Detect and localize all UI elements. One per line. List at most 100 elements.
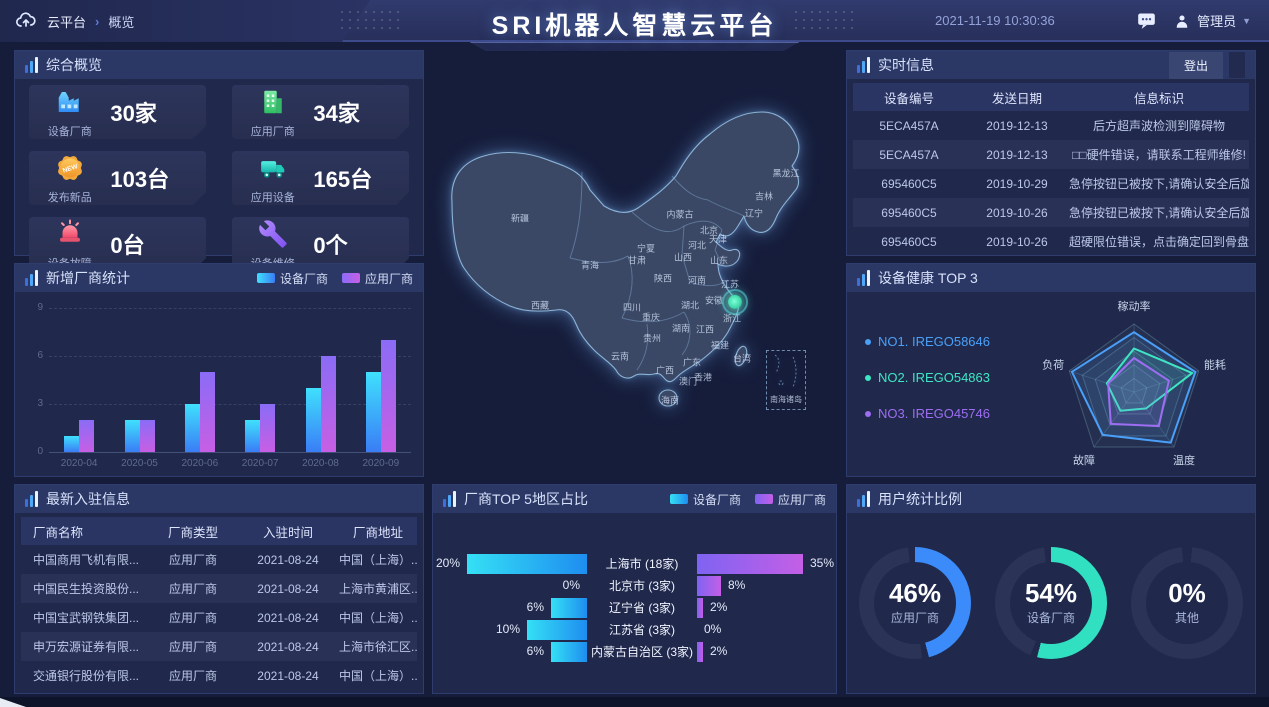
page-title: SRI机器人智慧云平台 — [491, 12, 778, 40]
table-cell: 应用厂商 — [168, 669, 217, 683]
user-name: 管理员 — [1197, 14, 1237, 29]
bar-应用厂商-2020-05 — [139, 420, 155, 452]
table-cell: 2019-10-26 — [986, 234, 1048, 249]
legend-item-应用厂商[interactable]: 应用厂商 — [341, 270, 413, 287]
table-cell: 695460C5 — [881, 205, 937, 220]
tornado-row: 20% 上海市 (18家) 35% — [433, 553, 836, 574]
stat-cards: 设备厂商30家应用厂商34家NEW发布新品103台应用设备165台设备故障0台设… — [29, 85, 409, 247]
panel-title-icon — [25, 491, 38, 507]
donut-label: 其他 — [1174, 611, 1199, 626]
panel-title-icon — [857, 57, 870, 73]
panel-device-health: 设备健康 TOP 3 NO1. IREGO58646 NO2. IREGO5486… — [846, 263, 1256, 477]
table-cell: 中国（上海）... — [339, 611, 417, 625]
table-row: 中国宝武钢铁集团... 应用厂商 2021-08-24 中国（上海）... — [21, 603, 417, 632]
category-label: 北京市 (3家) — [608, 579, 675, 593]
table-row: 交通银行股份有限... 应用厂商 2021-08-24 中国（上海）... — [21, 661, 417, 690]
radar-legend-label: NO2. IREGO54863 — [878, 370, 990, 385]
bar-设备厂商-2020-04 — [64, 436, 80, 452]
y-axis-tick: 9 — [37, 302, 43, 313]
radar-legend-item[interactable]: NO1. IREGO58646 — [865, 334, 990, 349]
svg-text:能耗: 能耗 — [1204, 358, 1226, 372]
bar-value-label: 8% — [728, 577, 746, 592]
table-cell: 2021-08-24 — [257, 581, 319, 596]
bar-value-label: 0% — [562, 577, 580, 592]
breadcrumb-current[interactable]: 概览 — [108, 14, 135, 30]
bar-应用厂商-2020-08 — [320, 356, 336, 452]
user-menu[interactable]: 管理员 ▼ — [1173, 11, 1251, 30]
column-header: 入驻时间 — [262, 525, 313, 540]
breadcrumb: 云平台 › 概览 — [0, 0, 370, 42]
panel-title: 厂商TOP 5地区占比 — [464, 491, 588, 507]
table-cell: 上海市黄浦区... — [339, 582, 417, 596]
legend-swatch-icon — [256, 273, 275, 283]
user-icon — [1176, 14, 1188, 28]
category-label: 内蒙古自治区 (3家) — [590, 645, 693, 659]
bar-value-label: 2% — [710, 643, 728, 658]
china-map[interactable]: 新疆 西藏 青海 甘肃 宁夏 陕西 四川 重庆 云南 贵州 广西 广东 香港 澳门 海南 湖南 湖北 河南 山西 河北… — [432, 50, 837, 480]
panel-realtime-info: 实时信息 登出 设备编号 发送日期 信息标识 5ECA457A 2019-12-13 后方… — [846, 50, 1256, 256]
stat-card-value: 165台 — [313, 167, 373, 192]
table-cell: 5ECA457A — [879, 118, 939, 133]
chevron-down-icon: ▼ — [1242, 15, 1251, 26]
column-header: 发送日期 — [991, 91, 1042, 106]
building-icon — [258, 87, 288, 122]
legend-label: 应用厂商 — [364, 271, 413, 286]
message-icon[interactable] — [1136, 10, 1157, 31]
radar-legend-item[interactable]: NO3. IREGO45746 — [865, 406, 990, 421]
bar-应用厂商-2020-07 — [260, 404, 276, 452]
panel-title-icon — [857, 491, 870, 507]
panel-title-icon — [25, 270, 38, 286]
panel-vendor-chart: 新增厂商统计 设备厂商 应用厂商 0 3 6 9 2020-04 2020-05 2020-0… — [14, 263, 424, 477]
y-axis-tick: 3 — [37, 398, 43, 409]
radar-legend-label: NO3. IREGO45746 — [878, 406, 990, 421]
stat-card-应用厂商: 应用厂商 34家 — [232, 85, 409, 139]
table-cell: 2019-10-29 — [986, 176, 1048, 191]
table-cell: 2021-08-24 — [257, 552, 319, 567]
table-row: 中国民生投资股份... 应用厂商 2021-08-24 上海市黄浦区... — [21, 574, 417, 603]
donut-ring — [1131, 547, 1243, 659]
table-cell: 中国商用飞机有限... — [33, 553, 140, 567]
factory-icon — [55, 87, 85, 122]
table-row: 中国商用飞机有限... 应用厂商 2021-08-24 中国（上海）... — [21, 545, 417, 574]
bar-设备厂商-2020-08 — [305, 388, 321, 452]
gridline — [49, 308, 411, 309]
wrench-icon — [258, 219, 288, 254]
stat-card-value: 34家 — [313, 101, 360, 126]
panel-title: 综合概览 — [46, 57, 102, 73]
cloud-icon — [14, 9, 38, 33]
donut-label: 设备厂商 — [1026, 611, 1075, 626]
radar-legend-item[interactable]: NO2. IREGO54863 — [865, 370, 990, 385]
y-axis-tick: 6 — [37, 350, 43, 361]
inset-label: 南海诸岛 — [770, 395, 802, 404]
region-tornado-chart: 20% 上海市 (18家) 35% 0% 北京市 (3家) 8% 6% 辽宁省 (3家) 2% 1… — [433, 553, 836, 662]
legend-item-应用厂商[interactable]: 应用厂商 — [754, 491, 826, 508]
bar-设备厂商-上海市 (18家) — [467, 553, 587, 574]
table-cell: 695460C5 — [881, 176, 937, 191]
stat-card-label: 发布新品 — [47, 192, 92, 204]
table-cell: 2021-08-24 — [257, 639, 319, 654]
table-cell: 急停按钮已被按下,请确认安全后旋起! — [1069, 206, 1249, 220]
legend-item-设备厂商[interactable]: 设备厂商 — [669, 491, 741, 508]
category-label: 上海市 (18家) — [605, 557, 679, 571]
logout-button[interactable]: 登出 — [1168, 51, 1223, 79]
datetime-display: 2021-11-19 10:30:36 — [935, 13, 1055, 28]
column-header: 厂商类型 — [167, 525, 218, 540]
bar-value-label: 6% — [526, 599, 544, 614]
radar-legend: NO1. IREGO58646 NO2. IREGO54863 NO3. IREGO… — [865, 334, 990, 421]
category-label: 江苏省 (3家) — [608, 623, 675, 637]
user-stats-donuts: 46% 应用厂商 54% 设备厂商 0% 其他 — [847, 513, 1255, 693]
table-header-row: 厂商名称 厂商类型 入驻时间 厂商地址 — [21, 517, 417, 545]
table-row: 5ECA457A 2019-12-13 后方超声波检测到障碍物 — [853, 111, 1249, 140]
legend-item-设备厂商[interactable]: 设备厂商 — [256, 270, 328, 287]
panel-title-icon — [857, 270, 870, 286]
vendor-bar-chart: 0 3 6 9 2020-04 2020-05 2020-06 2020-07 2020-08 2… — [15, 292, 423, 476]
latest-entries-table: 厂商名称 厂商类型 入驻时间 厂商地址 中国商用飞机有限... 应用厂商 2021-08-2… — [21, 517, 417, 690]
panel-latest-entries: 最新入驻信息 厂商名称 厂商类型 入驻时间 厂商地址 中国商用飞机有限... 应用厂商 20… — [14, 484, 424, 694]
south-sea-inset: 南海诸岛 — [766, 350, 806, 410]
y-axis-tick: 0 — [37, 446, 43, 457]
region-chart-legend: 设备厂商 应用厂商 — [669, 491, 826, 508]
stat-card-设备故障: 设备故障0台 — [29, 217, 206, 271]
breadcrumb-root[interactable]: 云平台 — [47, 14, 87, 30]
bar-value-label: 0% — [704, 621, 722, 636]
